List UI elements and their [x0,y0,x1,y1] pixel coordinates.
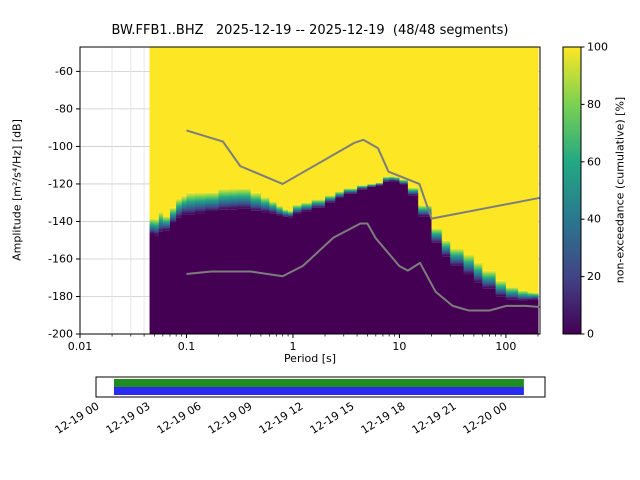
nlnm-line [186,222,541,312]
x-tick-label: 0.1 [178,340,196,353]
colorbar-tick-label: 0 [587,328,594,341]
timeline-tick-label: 12-19 18 [359,400,408,437]
timeline-tick-label: 12-20 00 [461,400,510,437]
timeline-tick-label: 12-19 12 [257,400,306,437]
x-tick-label: 0.01 [68,340,93,353]
timeline-tick-label: 12-19 03 [104,400,153,437]
timeline-tick-label: 12-19 06 [155,400,204,437]
x-axis-label: Period [s] [283,352,337,365]
y-tick-label: -160 [48,252,73,265]
timeline-tick-label: 12-19 15 [308,400,357,437]
y-tick-label: -200 [48,328,73,341]
colorbar-tick-label: 100 [587,41,608,54]
colorbar-tick-label: 80 [587,98,601,111]
coverage-bar: 12-19 00 12-19 03 12-19 06 12-19 09 12-19 12… [53,376,546,437]
ppsd-histogram [149,47,539,334]
timeline-tick-label: 12-19 09 [206,400,255,437]
x-tick-label: 1 [289,340,296,353]
colorbar: 0 20 40 60 80 100 [562,41,608,341]
timeline-tick-label: 12-19 00 [53,400,102,437]
nhnm-line [186,129,541,220]
x-tick-label: 100 [495,340,516,353]
colorbar-tick-label: 40 [587,213,601,226]
y-tick-label: -60 [55,65,73,78]
y-tick-label: -180 [48,290,73,303]
plot-title: BW.FFB1..BHZ 2025-12-19 -- 2025-12-19 (4… [111,23,509,38]
coverage-fill-blue [113,387,524,395]
colorbar-tick-label: 60 [587,155,601,168]
x-tick-label: 10 [392,340,406,353]
y-tick-label: -140 [48,215,73,228]
y-tick-label: -120 [48,177,73,190]
y-tick-label: -80 [55,102,73,115]
timeline-tick-label: 12-19 21 [410,400,459,437]
colorbar-tick-label: 20 [587,270,601,283]
noise-model-lines [186,129,541,312]
y-tick-label: -100 [48,140,73,153]
coverage-fill-green [113,379,524,387]
